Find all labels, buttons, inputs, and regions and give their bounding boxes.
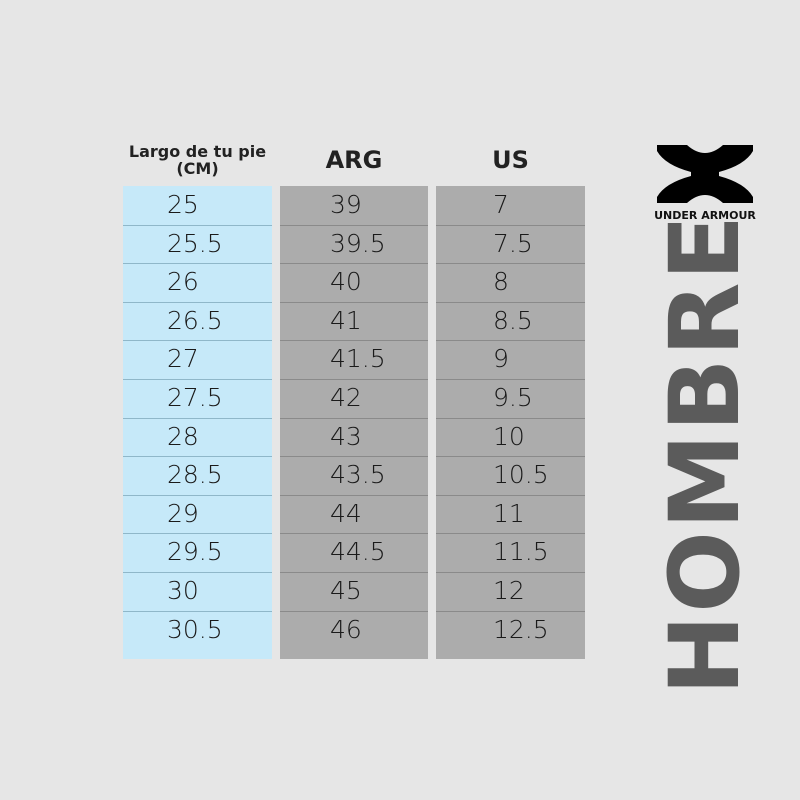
row-separator — [280, 224, 428, 226]
table-cell: 12 — [493, 576, 525, 605]
table-cell: 28.5 — [167, 460, 223, 490]
table-cell: 11.5 — [493, 537, 549, 567]
column-header: Largo de tu pie (CM) — [128, 142, 267, 178]
row-separator — [123, 224, 272, 226]
table-cell: 30 — [167, 576, 199, 605]
table-cell: 39 — [330, 190, 362, 219]
table-cell: 39.5 — [330, 228, 386, 258]
table-cell: 43 — [330, 421, 362, 451]
table-cell: 10.5 — [493, 460, 549, 490]
row-separator — [280, 456, 428, 458]
row-separator — [280, 379, 428, 380]
row-separator — [280, 572, 428, 573]
table-cell: 10 — [493, 421, 525, 451]
table-cell: 7 — [493, 190, 509, 219]
table-cell: 41.5 — [330, 344, 386, 374]
table-cell: 44 — [330, 498, 362, 528]
row-separator — [123, 417, 272, 419]
table-cell: 41 — [330, 305, 362, 335]
table-cell: 9 — [493, 344, 509, 374]
row-separator — [280, 263, 428, 265]
us-column: 7 7.5 8 8.5 9 9.5 10 10.5 11 11.5 12 12.5 — [436, 186, 585, 659]
table-cell: 8.5 — [493, 305, 533, 335]
table-cell: 12.5 — [493, 614, 549, 644]
table-cell: 11 — [493, 498, 525, 528]
row-separator — [123, 533, 272, 535]
row-separator — [436, 263, 585, 265]
row-separator — [436, 224, 585, 226]
brand-name: UNDER ARMOUR — [654, 209, 756, 222]
table-cell: 26 — [167, 267, 199, 297]
table-cell: 43.5 — [330, 460, 386, 490]
row-separator — [436, 533, 585, 535]
row-separator — [280, 494, 428, 496]
row-separator — [123, 610, 272, 612]
row-separator — [280, 417, 428, 419]
table-cell: 45 — [330, 576, 362, 605]
table-cell: 29.5 — [167, 537, 223, 567]
column-header: ARG — [325, 146, 383, 174]
row-separator — [436, 494, 585, 496]
row-separator — [436, 340, 585, 342]
table-cell: 27 — [167, 344, 199, 374]
row-separator — [123, 456, 272, 458]
table-cell: 26.5 — [167, 305, 223, 335]
table-cell: 25 — [167, 190, 199, 219]
table-cell: 44.5 — [330, 537, 386, 567]
logo-mark — [657, 145, 753, 203]
row-separator — [123, 263, 272, 265]
arg-column: 39 39.5 40 41 41.5 42 43 43.5 44 44.5 45 46 — [280, 186, 428, 659]
table-cell: 29 — [167, 498, 199, 528]
row-separator — [436, 301, 585, 303]
table-cell: 9.5 — [493, 383, 533, 412]
row-separator — [123, 494, 272, 496]
row-separator — [436, 417, 585, 419]
row-separator — [123, 572, 272, 573]
row-separator — [280, 610, 428, 612]
row-separator — [436, 610, 585, 612]
table-cell: 30.5 — [167, 614, 223, 644]
row-separator — [123, 301, 272, 303]
row-separator — [436, 456, 585, 458]
table-cell: 7.5 — [493, 228, 533, 258]
table-cell: 8 — [493, 267, 509, 297]
table-cell: 42 — [330, 383, 362, 412]
side-label: HOMBRE — [649, 212, 761, 696]
row-separator — [436, 572, 585, 573]
table-cell: 25.5 — [167, 228, 223, 258]
row-separator — [280, 301, 428, 303]
table-cell: 40 — [330, 267, 362, 297]
table-cell: 28 — [167, 421, 199, 451]
column-header: US — [492, 146, 529, 174]
table-cell: 27.5 — [167, 383, 223, 412]
row-separator — [280, 340, 428, 342]
row-separator — [123, 340, 272, 342]
cm-column: 25 25.5 26 26.5 27 27.5 28 28.5 29 29.5 30 30.5 — [123, 186, 272, 659]
table-cell: 46 — [330, 614, 362, 644]
row-separator — [280, 533, 428, 535]
row-separator — [123, 379, 272, 380]
row-separator — [436, 379, 585, 380]
